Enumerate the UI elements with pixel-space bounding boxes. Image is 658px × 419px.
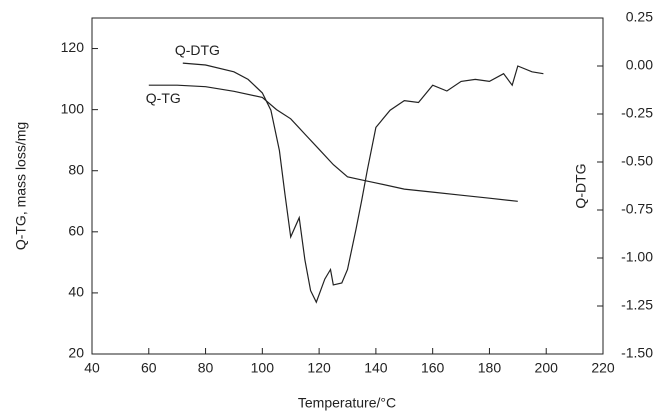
x-tick-label: 140 (364, 360, 388, 376)
x-tick-label: 80 (198, 360, 214, 376)
x-tick-label: 160 (421, 360, 445, 376)
plot-frame (91, 17, 604, 355)
y2-tick-label: 0.25 (626, 9, 653, 25)
x-tick-label: 60 (141, 360, 157, 376)
y-tick-label: 60 (68, 223, 84, 239)
x-tick-label: 40 (84, 360, 100, 376)
y2-tick-label: -0.50 (621, 153, 653, 169)
x-tick-label: 100 (251, 360, 275, 376)
x-tick-label: 120 (307, 360, 331, 376)
y2-tick-label: -0.25 (621, 105, 653, 121)
y2-axis-label: Q-DTG (573, 163, 589, 208)
y2-tick-label: -1.50 (621, 345, 653, 361)
x-tick-label: 180 (478, 360, 502, 376)
data-line (148, 84, 518, 202)
y-tick-label: 100 (61, 100, 85, 116)
series-label: Q-DTG (175, 42, 220, 58)
data-line (182, 62, 544, 304)
x-tick-label: 220 (591, 360, 615, 376)
y-tick-label: 120 (61, 39, 85, 55)
series-label: Q-TG (146, 90, 181, 106)
y2-tick-label: -0.75 (621, 201, 653, 217)
y-axis-label: Q-TG, mass loss/mg (13, 122, 29, 250)
y-tick-label: 40 (68, 284, 84, 300)
x-tick-label: 200 (535, 360, 559, 376)
x-axis-label: Temperature/°C (298, 395, 396, 411)
y2-tick-label: 0.00 (626, 57, 653, 73)
y2-tick-label: -1.25 (621, 297, 653, 313)
y-tick-label: 20 (68, 345, 84, 361)
y2-tick-label: -1.00 (621, 249, 653, 265)
y-tick-label: 80 (68, 161, 84, 177)
